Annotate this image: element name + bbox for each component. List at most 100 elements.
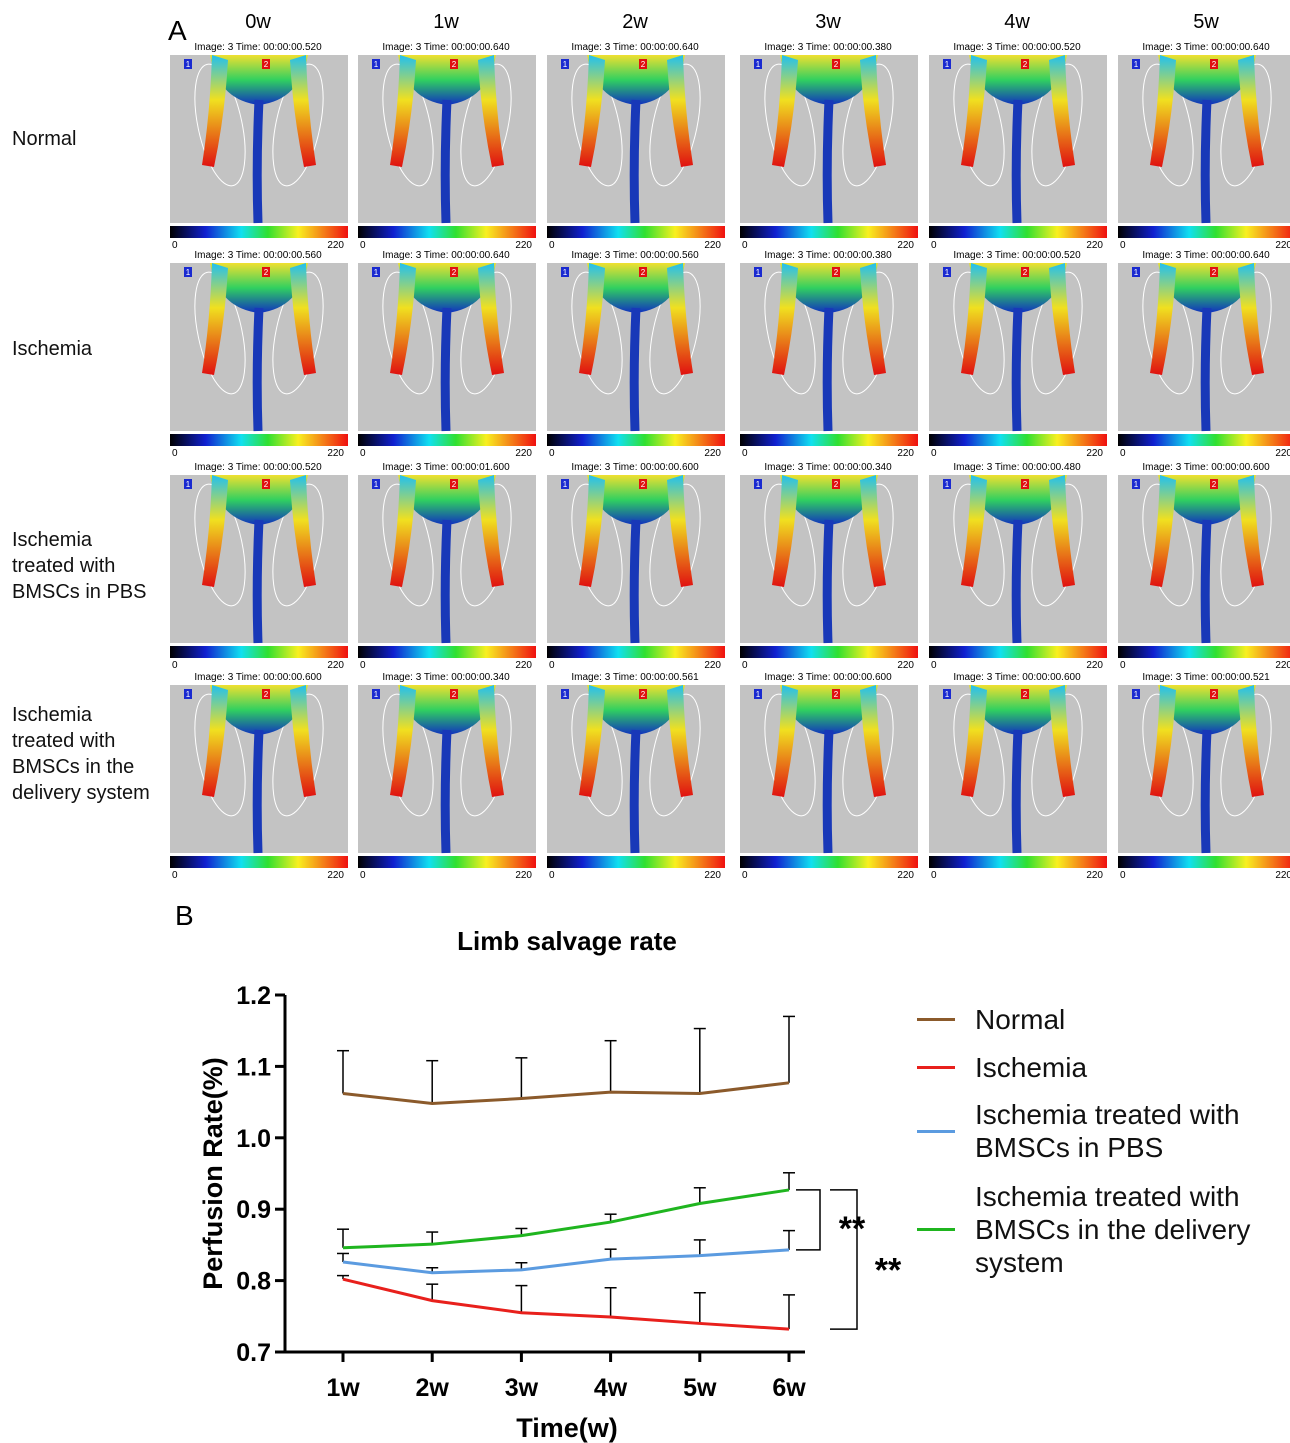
scale-label: 220	[704, 448, 721, 459]
roi-label: 2	[452, 60, 457, 69]
scale-label: 0	[742, 660, 748, 671]
tail	[1205, 520, 1207, 643]
color-bar	[740, 226, 918, 238]
chart-title: Limb salvage rate	[457, 926, 677, 956]
roi-label: 2	[641, 480, 646, 489]
scale-label: 220	[897, 448, 914, 459]
roi-label: 1	[563, 690, 568, 699]
color-bar	[1118, 646, 1290, 658]
y-tick-label: 0.8	[236, 1268, 271, 1296]
color-bar	[547, 434, 725, 446]
tail	[827, 100, 829, 223]
image-caption: Image: 3 Time: 00:00:00.520	[194, 462, 322, 473]
roi-label: 1	[374, 690, 379, 699]
scale-label: 0	[742, 870, 748, 881]
color-bar	[547, 646, 725, 658]
perfusion-image: 12	[740, 475, 918, 643]
color-bar	[1118, 434, 1290, 446]
roi-label: 2	[1212, 690, 1217, 699]
tail	[634, 520, 636, 643]
legend-entry: Ischemia	[917, 1051, 1287, 1084]
color-bar	[358, 226, 536, 238]
scale-label: 0	[360, 448, 366, 459]
roi-label: 1	[374, 480, 379, 489]
image-caption: Image: 3 Time: 00:00:00.521	[1142, 672, 1270, 683]
legend-entry: Ischemia treated with BMSCs in PBS	[917, 1098, 1287, 1164]
image-caption: Image: 3 Time: 00:00:00.640	[382, 42, 510, 53]
scale-label: 0	[172, 240, 178, 251]
scale-label: 220	[1086, 240, 1103, 251]
roi-label: 1	[1134, 480, 1139, 489]
row-label: Ischemia treated with BMSCs in PBS	[12, 527, 154, 605]
perfusion-image: 12	[358, 55, 536, 223]
image-caption: Image: 3 Time: 00:00:00.561	[571, 672, 699, 683]
roi-label: 1	[1134, 268, 1139, 277]
roi-label: 1	[756, 690, 761, 699]
series-line	[343, 1279, 789, 1329]
image-caption: Image: 3 Time: 00:00:00.380	[764, 250, 892, 261]
roi-label: 1	[756, 480, 761, 489]
column-label: 2w	[622, 11, 648, 33]
color-bar	[929, 856, 1107, 868]
roi-label: 2	[264, 480, 269, 489]
perfusion-image: 12	[740, 263, 918, 431]
column-label: 5w	[1193, 11, 1219, 33]
tail	[445, 100, 447, 223]
perfusion-image: 12	[358, 263, 536, 431]
roi-label: 1	[945, 480, 950, 489]
tail	[445, 308, 447, 431]
x-tick-label: 1w	[326, 1374, 360, 1402]
image-caption: Image: 3 Time: 00:00:00.640	[1142, 250, 1270, 261]
scale-label: 220	[327, 240, 344, 251]
row-label: Normal	[12, 126, 154, 152]
roi-label: 1	[186, 268, 191, 277]
significance: **	[875, 1252, 902, 1290]
image-caption: Image: 3 Time: 00:00:00.380	[764, 42, 892, 53]
perfusion-image: 12	[170, 55, 348, 223]
roi-label: 2	[264, 60, 269, 69]
tail	[445, 520, 447, 643]
perfusion-image: 12	[1118, 55, 1290, 223]
legend-label: Ischemia treated with BMSCs in the deliv…	[975, 1180, 1275, 1279]
panel-label: A	[168, 15, 187, 46]
tail	[257, 308, 259, 431]
scale-label: 220	[1086, 660, 1103, 671]
roi-label: 1	[374, 268, 379, 277]
color-bar	[170, 646, 348, 658]
roi-label: 1	[945, 690, 950, 699]
roi-label: 1	[563, 60, 568, 69]
tail	[1205, 100, 1207, 223]
perfusion-image: 12	[170, 263, 348, 431]
roi-label: 2	[264, 268, 269, 277]
scale-label: 0	[549, 660, 555, 671]
legend-label: Normal	[975, 1003, 1275, 1036]
image-caption: Image: 3 Time: 00:00:00.480	[953, 462, 1081, 473]
tail	[827, 520, 829, 643]
color-bar	[358, 434, 536, 446]
scale-label: 220	[327, 870, 344, 881]
perfusion-image: 12	[929, 263, 1107, 431]
color-bar	[170, 434, 348, 446]
color-bar	[740, 646, 918, 658]
scale-label: 0	[172, 870, 178, 881]
scale-label: 0	[931, 660, 937, 671]
roi-label: 2	[1023, 690, 1028, 699]
series-line	[343, 1190, 789, 1248]
perfusion-image: 12	[929, 685, 1107, 853]
series-line	[343, 1250, 789, 1273]
image-caption: Image: 3 Time: 00:00:00.560	[571, 250, 699, 261]
roi-label: 2	[1212, 480, 1217, 489]
roi-label: 2	[1023, 480, 1028, 489]
perfusion-image: 12	[547, 685, 725, 853]
x-tick-label: 4w	[594, 1374, 628, 1402]
x-tick-label: 6w	[772, 1374, 806, 1402]
y-axis-label: Perfusion Rate(%)	[198, 1057, 228, 1290]
color-bar	[929, 434, 1107, 446]
roi-label: 2	[452, 690, 457, 699]
image-caption: Image: 3 Time: 00:00:00.600	[1142, 462, 1270, 473]
tail	[1016, 520, 1018, 643]
scale-label: 0	[931, 448, 937, 459]
series-line	[343, 1083, 789, 1104]
